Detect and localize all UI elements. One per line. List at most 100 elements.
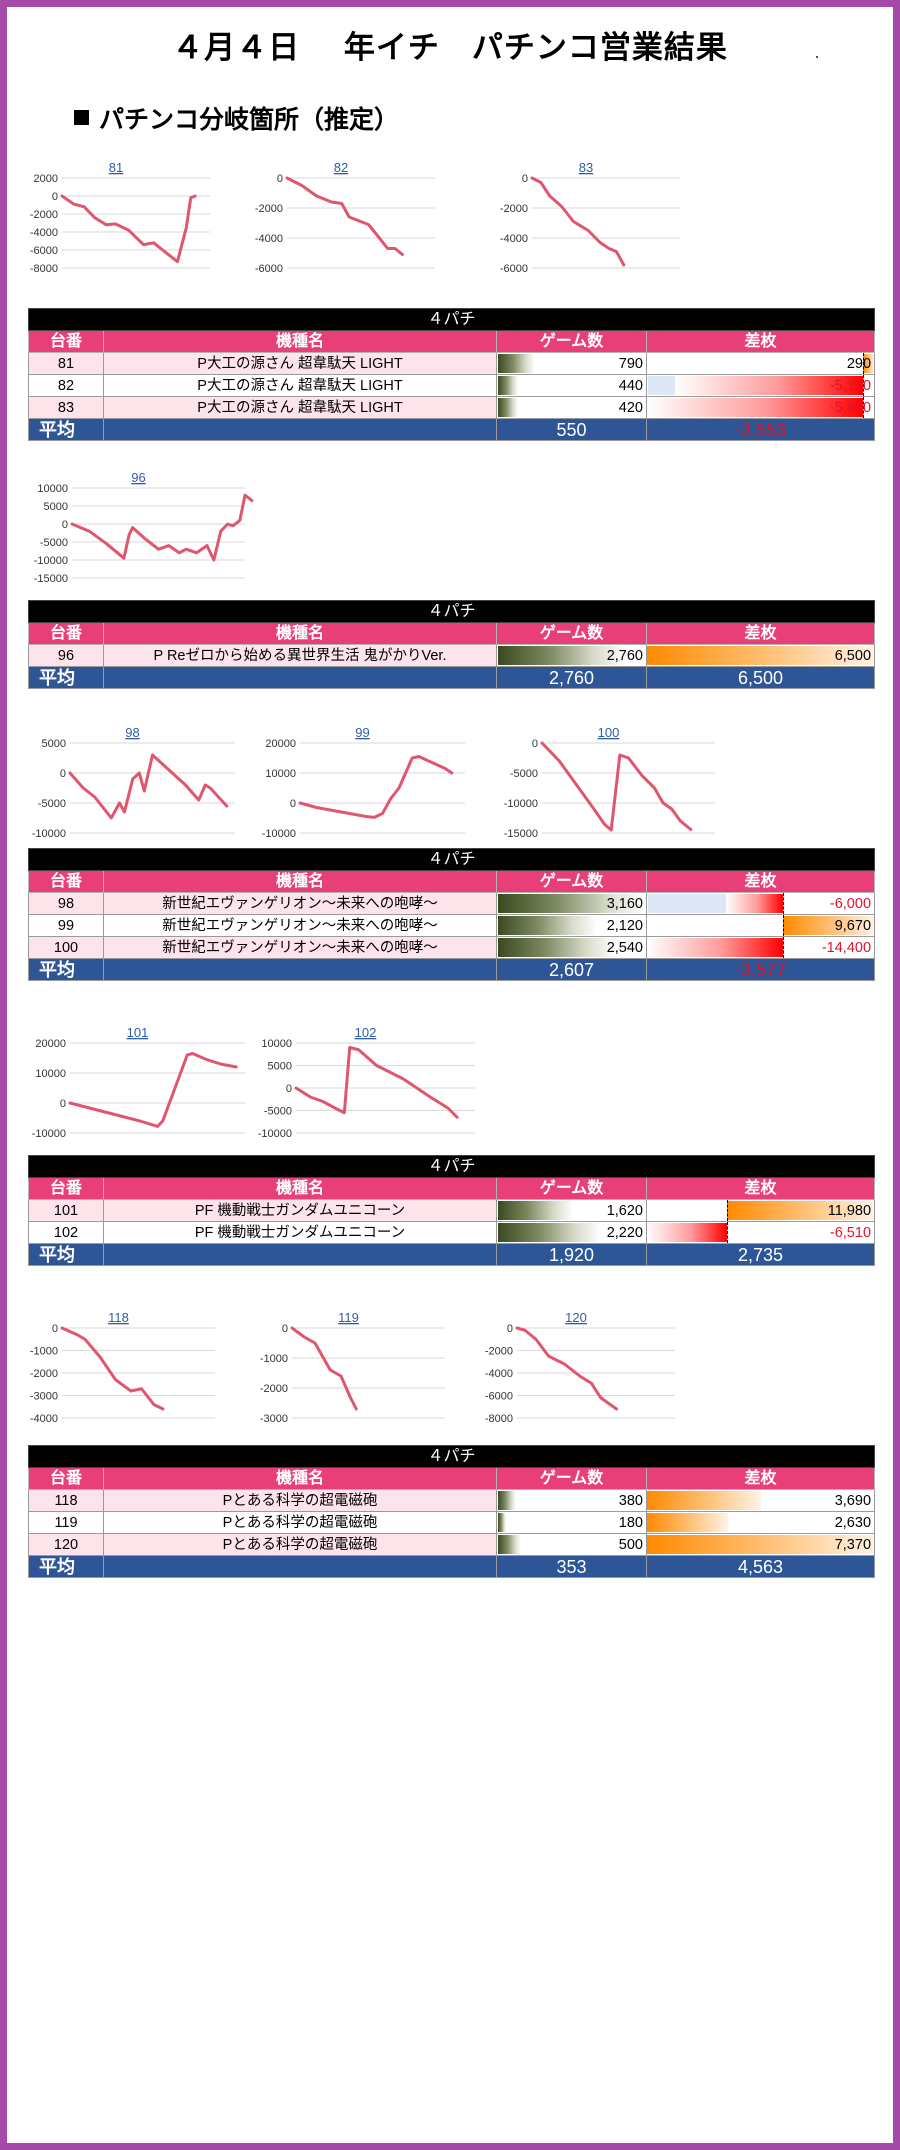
average-label: 平均 (28, 958, 104, 981)
mini-chart-title[interactable]: 102 (355, 1025, 377, 1040)
machine-no: 82 (28, 374, 104, 397)
y-tick-label: 0 (290, 798, 296, 810)
average-games: 550 (496, 418, 647, 441)
y-tick-label: -2000 (260, 1383, 288, 1395)
y-tick-label: 10000 (35, 1068, 66, 1080)
column-header-row: 台番 機種名 ゲーム数 差枚 (28, 870, 876, 893)
mini-chart-title[interactable]: 98 (125, 725, 139, 740)
average-row: 平均 2,607 -3,577 (28, 958, 876, 981)
machine-name: P Reゼロから始める異世界生活 鬼がかりVer. (103, 644, 497, 667)
mini-chart-title[interactable]: 82 (334, 160, 348, 175)
mini-chart-title[interactable]: 120 (565, 1310, 587, 1325)
average-blank (103, 666, 497, 689)
machine-name: Pとある科学の超電磁砲 (103, 1533, 497, 1556)
table-title: ４パチ (27, 1445, 876, 1468)
table-row: 118 Pとある科学の超電磁砲 380 3,690 (28, 1489, 876, 1512)
mini-chart-title[interactable]: 96 (131, 470, 145, 485)
results-table: ４パチ 台番 機種名 ゲーム数 差枚 96 P Reゼロから始める異世界生活 鬼がかりVer… (27, 600, 876, 689)
average-row: 平均 353 4,563 (28, 1555, 876, 1578)
col-machine-no-header: 台番 (28, 622, 104, 645)
games-value: 500 (618, 1536, 643, 1553)
average-label: 平均 (28, 1243, 104, 1266)
table-row: 98 新世紀エヴァンゲリオン～未来への咆哮～ 3,160 -6,000 (28, 892, 876, 915)
y-tick-label: -1000 (260, 1353, 288, 1365)
games-value: 420 (618, 399, 643, 416)
diff-value: -6,510 (829, 1224, 872, 1241)
mini-chart-title[interactable]: 119 (338, 1310, 359, 1325)
y-tick-label: 0 (286, 1083, 292, 1095)
series-line (285, 176, 404, 256)
mini-chart-title[interactable]: 83 (579, 160, 593, 175)
machine-no: 119 (28, 1511, 104, 1534)
games-databar (498, 1513, 507, 1532)
games-cell: 1,620 (496, 1199, 647, 1222)
y-tick-label: 10000 (261, 1038, 292, 1050)
table-title-row: ４パチ (27, 1155, 876, 1178)
series-line (68, 753, 229, 820)
mini-chart-title[interactable]: 100 (598, 725, 620, 740)
col-machine-no-header: 台番 (28, 870, 104, 893)
games-value: 180 (618, 1514, 643, 1531)
mini-chart-102: 102 10000 5000 0 -5000 -10000 (250, 1025, 485, 1145)
mini-chart-svg: 82 0 -2000 -4000 -6000 (255, 160, 435, 275)
y-tick-label: -10000 (32, 1128, 66, 1140)
series-line (530, 176, 626, 267)
y-tick-label: 10000 (37, 483, 68, 495)
diff-cell: 2,630 (645, 1511, 876, 1534)
mini-chart-title[interactable]: 81 (109, 160, 123, 175)
col-machine-name-header: 機種名 (103, 330, 497, 353)
mini-chart-title[interactable]: 118 (108, 1310, 129, 1325)
machine-name: PF 機動戦士ガンダムユニコーン (103, 1199, 497, 1222)
games-databar (498, 1491, 516, 1510)
games-cell: 2,760 (496, 644, 647, 667)
games-cell: 790 (496, 352, 647, 375)
mini-chart-81: 81 2000 0 -2000 -4000 -6000 -8000 (20, 160, 220, 280)
col-games-header: ゲーム数 (496, 1177, 647, 1200)
mini-chart-96: 96 10000 5000 0 -5000 -10000 -15000 (20, 470, 255, 590)
diff-databar (647, 398, 864, 417)
col-games-header: ゲーム数 (496, 1467, 647, 1490)
square-bullet-icon (74, 110, 89, 125)
diff-databar (782, 916, 874, 935)
diff-cell: 3,690 (645, 1489, 876, 1512)
series-line (515, 1326, 619, 1411)
y-tick-label: -10000 (258, 1128, 292, 1140)
mini-chart-title[interactable]: 99 (355, 725, 369, 740)
machine-name: 新世紀エヴァンゲリオン～未来への咆哮～ (103, 892, 497, 915)
games-cell: 2,220 (496, 1221, 647, 1244)
series-line (70, 493, 254, 562)
machine-name: P大工の源さん 超韋駄天 LIGHT (103, 374, 497, 397)
y-tick-label: 0 (60, 1098, 66, 1110)
average-label: 平均 (28, 1555, 104, 1578)
y-tick-label: 10000 (265, 768, 296, 780)
average-blank (103, 958, 497, 981)
diff-cell: -5,100 (645, 374, 876, 397)
table-row: 83 P大工の源さん 超韋駄天 LIGHT 420 -5,850 (28, 396, 876, 419)
mini-chart-title[interactable]: 101 (127, 1025, 149, 1040)
y-tick-label: -10000 (32, 828, 66, 840)
y-tick-label: -4000 (30, 227, 58, 239)
games-value: 790 (618, 355, 643, 372)
page-title: ４月４日 年イチ パチンコ営業結果 (172, 30, 728, 66)
table-title: ４パチ (27, 1155, 876, 1178)
col-diff-header: 差枚 (645, 870, 876, 893)
y-tick-label: 20000 (265, 738, 296, 750)
games-value: 3,160 (606, 895, 643, 912)
games-cell: 180 (496, 1511, 647, 1534)
machine-no: 98 (28, 892, 104, 915)
machine-no: 101 (28, 1199, 104, 1222)
y-tick-label: -3000 (260, 1413, 288, 1425)
table-title: ４パチ (27, 848, 876, 871)
games-value: 2,760 (606, 647, 643, 664)
diff-value: 9,670 (834, 917, 872, 934)
series-line (294, 1046, 459, 1119)
games-databar (498, 1535, 522, 1554)
machine-name: 新世紀エヴァンゲリオン～未来への咆哮～ (103, 914, 497, 937)
column-header-row: 台番 機種名 ゲーム数 差枚 (28, 330, 876, 353)
y-tick-label: 20000 (35, 1038, 66, 1050)
machine-no: 118 (28, 1489, 104, 1512)
y-tick-label: -8000 (30, 263, 58, 275)
machine-name: 新世紀エヴァンゲリオン～未来への咆哮～ (103, 936, 497, 959)
games-databar (498, 646, 627, 665)
y-tick-label: -5000 (510, 768, 538, 780)
